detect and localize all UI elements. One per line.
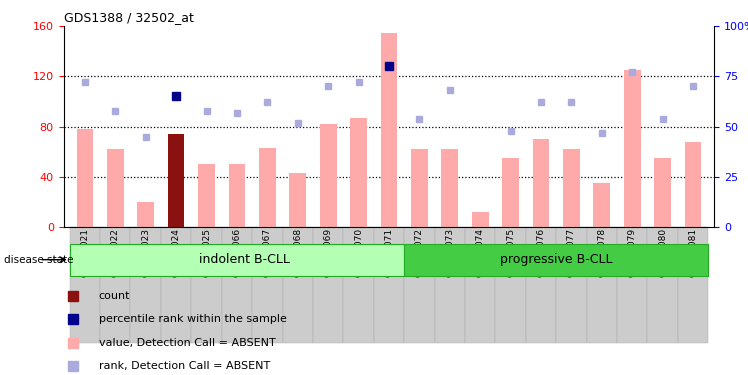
Bar — [593, 183, 610, 227]
Bar — [533, 139, 549, 227]
Text: count: count — [99, 291, 130, 301]
Text: percentile rank within the sample: percentile rank within the sample — [99, 314, 286, 324]
Bar — [130, 227, 161, 343]
Text: disease state: disease state — [4, 255, 73, 265]
Bar — [168, 134, 185, 227]
Text: indolent B-CLL: indolent B-CLL — [199, 253, 290, 266]
Bar — [472, 212, 488, 227]
Bar — [648, 227, 678, 343]
FancyBboxPatch shape — [70, 244, 404, 276]
Bar — [161, 227, 191, 343]
Bar — [678, 227, 708, 343]
Bar — [229, 164, 245, 227]
Bar — [435, 227, 465, 343]
Bar — [70, 227, 100, 343]
Bar — [557, 227, 586, 343]
Bar — [465, 227, 495, 343]
Bar — [252, 227, 283, 343]
Bar — [76, 129, 94, 227]
Bar — [289, 173, 306, 227]
Text: GDS1388 / 32502_at: GDS1388 / 32502_at — [64, 11, 194, 24]
FancyBboxPatch shape — [404, 244, 708, 276]
Text: value, Detection Call = ABSENT: value, Detection Call = ABSENT — [99, 338, 275, 348]
Bar — [343, 227, 374, 343]
Bar — [586, 227, 617, 343]
Bar — [350, 118, 367, 227]
Text: rank, Detection Call = ABSENT: rank, Detection Call = ABSENT — [99, 361, 270, 371]
Bar — [411, 149, 428, 227]
Text: progressive B-CLL: progressive B-CLL — [500, 253, 613, 266]
Bar — [624, 70, 640, 227]
Bar — [495, 227, 526, 343]
Bar — [313, 227, 343, 343]
Bar — [684, 142, 702, 227]
Bar — [526, 227, 557, 343]
Bar — [107, 149, 123, 227]
Bar — [654, 158, 671, 227]
Bar — [100, 227, 130, 343]
Bar — [259, 148, 276, 227]
Bar — [283, 227, 313, 343]
Bar — [502, 158, 519, 227]
Bar — [617, 227, 648, 343]
Bar — [404, 227, 435, 343]
Bar — [381, 33, 397, 227]
Bar — [221, 227, 252, 343]
Bar — [374, 227, 404, 343]
Bar — [441, 149, 458, 227]
Bar — [198, 164, 215, 227]
Bar — [320, 124, 337, 227]
Bar — [563, 149, 580, 227]
Bar — [138, 202, 154, 227]
Bar — [191, 227, 221, 343]
